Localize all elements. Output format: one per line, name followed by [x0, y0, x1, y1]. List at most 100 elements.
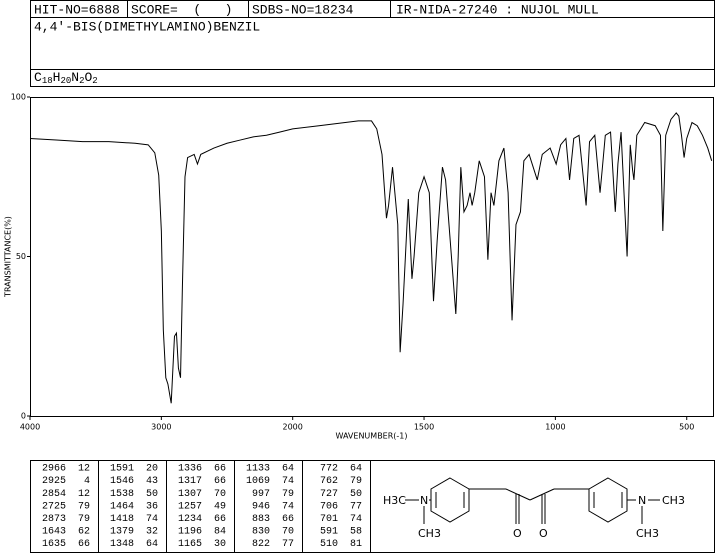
peak-wavenumber: 2925	[42, 476, 66, 487]
peak-wavenumber: 883	[252, 514, 270, 525]
bond	[505, 488, 531, 501]
peak-transmittance: 66	[214, 464, 226, 475]
peak-transmittance: 79	[78, 501, 90, 512]
peak-transmittance: 50	[350, 489, 362, 500]
peak-transmittance: 79	[350, 476, 362, 487]
peak-wavenumber: 1069	[246, 476, 270, 487]
peak-wavenumber: 591	[320, 527, 338, 538]
peak-transmittance: 79	[78, 514, 90, 525]
peak-wavenumber: 701	[320, 514, 338, 525]
peak-transmittance: 70	[214, 489, 226, 500]
peak-transmittance: 58	[350, 527, 362, 538]
peak-wavenumber: 2966	[42, 464, 66, 475]
ring	[588, 477, 628, 523]
peak-transmittance: 66	[214, 476, 226, 487]
peak-wavenumber: 1538	[110, 489, 134, 500]
x-tick-label: 1000	[545, 423, 565, 432]
peak-transmittance: 81	[350, 539, 362, 550]
peak-transmittance: 77	[350, 501, 362, 512]
plot-frame	[30, 97, 714, 417]
peak-transmittance: 64	[282, 464, 294, 475]
peak-transmittance: 62	[78, 527, 90, 538]
peak-transmittance: 70	[282, 527, 294, 538]
peak-transmittance: 74	[282, 501, 294, 512]
x-tick-label: 3000	[151, 423, 171, 432]
peak-wavenumber: 1635	[42, 539, 66, 550]
peak-transmittance: 84	[214, 527, 226, 538]
y-axis-label: TRANSMITTANCE(%)	[4, 216, 13, 298]
y-tick-label: 0	[21, 412, 26, 421]
x-tick-label: 2000	[283, 423, 303, 432]
peak-wavenumber: 1133	[246, 464, 270, 475]
peak-wavenumber: 772	[320, 464, 338, 475]
formula-box	[30, 69, 715, 87]
peak-transmittance: 66	[282, 514, 294, 525]
atom-label: O	[513, 527, 522, 540]
atom-label: CH3	[418, 527, 441, 540]
peak-wavenumber: 997	[252, 489, 270, 500]
peak-wavenumber: 762	[320, 476, 338, 487]
peak-wavenumber: 830	[252, 527, 270, 538]
peak-transmittance: 20	[146, 464, 158, 475]
formula-subscript: 2	[92, 76, 97, 86]
peak-transmittance: 36	[146, 501, 158, 512]
x-tick-label: 500	[679, 423, 694, 432]
peak-transmittance: 74	[146, 514, 158, 525]
peak-transmittance: 12	[78, 464, 90, 475]
peak-transmittance: 43	[146, 476, 158, 487]
y-tick-label: 100	[11, 93, 26, 102]
formula-element: H	[53, 70, 61, 85]
peak-wavenumber: 2854	[42, 489, 66, 500]
peak-wavenumber: 1196	[178, 527, 202, 538]
compound-name: 4,4'-BIS(DIMETHYLAMINO)BENZIL	[34, 19, 260, 34]
peak-wavenumber: 727	[320, 489, 338, 500]
peak-wavenumber: 2873	[42, 514, 66, 525]
atom-label: O	[539, 527, 548, 540]
peak-wavenumber: 706	[320, 501, 338, 512]
formula-subscript: 20	[60, 76, 71, 86]
method: IR-NIDA-27240 : NUJOL MULL	[396, 2, 599, 17]
peak-transmittance: 4	[84, 476, 90, 487]
hit-no: HIT-NO=6888	[34, 2, 120, 17]
peak-wavenumber: 510	[320, 539, 338, 550]
peak-wavenumber: 1336	[178, 464, 202, 475]
formula-element: C	[34, 70, 42, 85]
peak-wavenumber: 822	[252, 539, 270, 550]
peak-transmittance: 49	[214, 501, 226, 512]
peak-wavenumber: 1317	[178, 476, 202, 487]
formula-subscript: 18	[42, 76, 53, 86]
peak-transmittance: 64	[350, 464, 362, 475]
atom-label: CH3	[662, 494, 685, 507]
peak-transmittance: 74	[350, 514, 362, 525]
peak-wavenumber: 1379	[110, 527, 134, 538]
ring	[430, 477, 470, 523]
peak-wavenumber: 1643	[42, 527, 66, 538]
x-axis-label: WAVENUMBER(-1)	[335, 432, 407, 441]
atom-label: H3C	[383, 494, 406, 507]
peak-wavenumber: 1307	[178, 489, 202, 500]
atom-label: CH3	[636, 527, 659, 540]
x-tick-label: 1500	[414, 423, 434, 432]
peak-wavenumber: 2725	[42, 501, 66, 512]
score: SCORE= ( )	[131, 2, 232, 17]
peak-transmittance: 50	[146, 489, 158, 500]
peak-transmittance: 66	[78, 539, 90, 550]
peak-transmittance: 12	[78, 489, 90, 500]
formula-element: O	[84, 70, 92, 85]
peak-wavenumber: 1348	[110, 539, 134, 550]
peak-wavenumber: 1464	[110, 501, 134, 512]
formula-element: N	[71, 70, 79, 85]
peak-wavenumber: 946	[252, 501, 270, 512]
peak-transmittance: 74	[282, 476, 294, 487]
y-tick-label: 50	[16, 252, 26, 261]
atom-label: N	[420, 494, 428, 507]
peak-wavenumber: 1591	[110, 464, 134, 475]
peak-transmittance: 77	[282, 539, 294, 550]
structure: H3C N CH3 O O N CH3 CH3	[383, 477, 685, 540]
peak-wavenumber: 1234	[178, 514, 202, 525]
formula-subscript: 2	[79, 76, 84, 86]
peak-transmittance: 66	[214, 514, 226, 525]
peak-transmittance: 79	[282, 489, 294, 500]
peak-transmittance: 32	[146, 527, 158, 538]
